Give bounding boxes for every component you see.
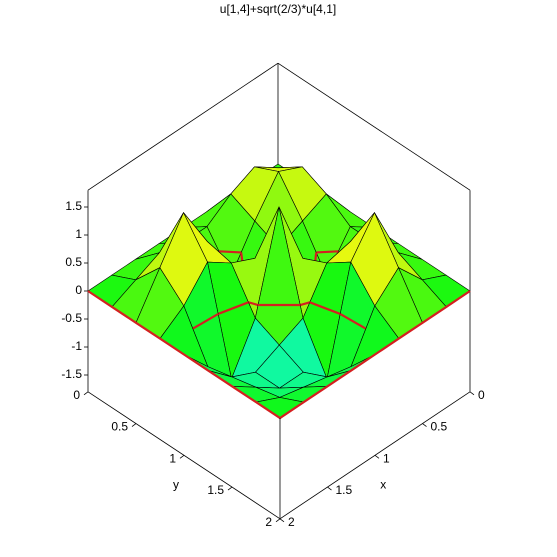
x-tick-label: 1 bbox=[383, 451, 390, 465]
z-tick-label: -1 bbox=[71, 339, 82, 353]
x-tick-label: 1.5 bbox=[336, 483, 353, 497]
z-tick-label: 0 bbox=[75, 283, 82, 297]
box-edge bbox=[277, 62, 471, 191]
zero-contour bbox=[248, 301, 259, 307]
x-tick-label: 0 bbox=[478, 388, 485, 402]
y-tick bbox=[227, 486, 233, 491]
z-tick-label: 1.5 bbox=[65, 199, 82, 213]
y-tick bbox=[275, 518, 281, 523]
y-axis-label: y bbox=[173, 477, 179, 491]
z-tick-label: 0.5 bbox=[65, 255, 82, 269]
x-tick-label: 2 bbox=[288, 515, 295, 529]
chart-title: u[1,4]+sqrt(2/3)*u[4,1] bbox=[220, 2, 336, 16]
zero-contour bbox=[217, 301, 249, 315]
z-tick-label: -1.5 bbox=[61, 367, 82, 381]
zero-contour bbox=[316, 250, 339, 254]
x-tick bbox=[327, 486, 332, 491]
y-tick-label: 1 bbox=[169, 451, 176, 465]
x-tick-label: 0.5 bbox=[431, 420, 448, 434]
zero-contour bbox=[339, 312, 367, 330]
x-tick bbox=[469, 391, 475, 396]
x-axis-label: x bbox=[380, 477, 386, 491]
y-tick bbox=[131, 423, 137, 427]
y-tick bbox=[179, 454, 185, 459]
zero-contour bbox=[192, 312, 219, 330]
x-tick bbox=[279, 518, 285, 523]
y-tick-label: 0.5 bbox=[111, 420, 128, 434]
x-tick bbox=[374, 454, 380, 459]
zero-contour bbox=[299, 301, 311, 307]
zero-contour bbox=[218, 250, 242, 254]
box-edge bbox=[87, 62, 279, 191]
x-tick bbox=[422, 423, 427, 427]
y-tick-label: 2 bbox=[265, 515, 272, 529]
zero-contour bbox=[309, 301, 341, 315]
y-tick-label: 0 bbox=[73, 388, 80, 402]
y-tick bbox=[83, 391, 89, 396]
z-tick-label: 1 bbox=[75, 227, 82, 241]
y-tick-label: 1.5 bbox=[207, 483, 224, 497]
z-tick-label: -0.5 bbox=[61, 311, 82, 325]
